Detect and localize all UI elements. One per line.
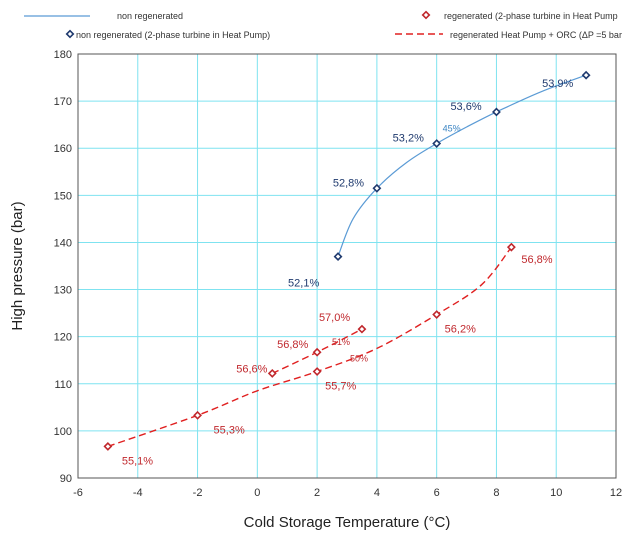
x-tick-label: -6 — [73, 487, 83, 499]
x-tick-labels: -6 -4 -2 0 2 4 6 8 10 12 — [73, 487, 622, 499]
x-tick-label: 0 — [254, 487, 260, 499]
data-label: 57,0% — [319, 312, 350, 324]
annotations: 45% 51%50% — [332, 124, 461, 364]
legend-swatch-marker — [421, 10, 431, 20]
y-tick-label: 100 — [54, 426, 72, 438]
x-tick-label: 2 — [314, 487, 320, 499]
legend: non regenerated regenerated (2-phase turb… — [24, 10, 622, 40]
legend-swatch-marker — [65, 29, 75, 39]
marker-regenerated — [267, 368, 277, 378]
data-label: 56,2% — [445, 324, 476, 336]
data-label: 52,1% — [288, 278, 319, 290]
x-tick-label: 6 — [434, 487, 440, 499]
y-tick-label: 150 — [54, 190, 72, 202]
y-tick-label: 130 — [54, 285, 72, 297]
annotation-label: 50% — [350, 354, 368, 364]
x-tick-label: -2 — [193, 487, 203, 499]
y-tick-labels: 90 100 110 120 130 140 150 160 170 180 — [54, 49, 72, 485]
data-label: 56,8% — [277, 339, 308, 351]
marker-regenerated — [432, 310, 442, 319]
y-tick-label: 110 — [54, 379, 72, 391]
data-label: 55,7% — [325, 381, 356, 393]
data-label: 53,6% — [450, 101, 481, 113]
marker-non-regenerated — [581, 70, 591, 80]
annotation-label: 45% — [443, 124, 461, 134]
annotation-label: 51% — [332, 337, 350, 347]
data-label: 52,8% — [333, 177, 364, 189]
marker-non-regenerated — [492, 107, 501, 117]
data-label: 56,8% — [521, 254, 552, 266]
x-tick-label: -4 — [133, 487, 143, 499]
data-label: 55,1% — [122, 455, 153, 467]
y-tick-label: 170 — [54, 96, 72, 108]
data-label: 56,6% — [236, 363, 267, 375]
data-labels: 52,1% 52,8% 53,2% 53,6% 53,9% 55,1% 55,3% 56,6%… — [122, 78, 574, 467]
plot-frame — [77, 53, 617, 479]
x-axis-title: Cold Storage Temperature (°C) — [244, 514, 451, 531]
marker-regenerated — [103, 442, 113, 451]
y-tick-label: 120 — [54, 332, 72, 344]
marker-non-regenerated — [432, 139, 442, 148]
marker-regenerated — [193, 410, 202, 420]
legend-label: regenerated Heat Pump + ORC (ΔP =5 bar — [450, 30, 622, 40]
y-tick-label: 160 — [54, 143, 72, 155]
marker-non-regenerated — [333, 252, 343, 262]
marker-regenerated — [312, 347, 322, 357]
legend-label: non regenerated (2-phase turbine in Heat… — [76, 30, 270, 40]
data-label: 55,3% — [214, 424, 245, 436]
marker-regenerated — [357, 324, 367, 334]
y-axis-title: High pressure (bar) — [9, 201, 26, 330]
data-label: 53,2% — [393, 133, 424, 145]
y-tick-label: 90 — [60, 473, 72, 485]
legend-label: non regenerated — [117, 11, 183, 21]
data-label: 53,9% — [542, 78, 573, 90]
marker-regenerated — [312, 367, 322, 376]
marker-non-regenerated — [372, 183, 382, 193]
legend-label: regenerated (2-phase turbine in Heat Pum… — [444, 11, 618, 21]
marker-regenerated — [506, 242, 516, 252]
x-tick-label: 4 — [374, 487, 380, 499]
x-tick-label: 10 — [550, 487, 562, 499]
y-tick-label: 140 — [54, 237, 72, 249]
series-markers — [103, 70, 591, 451]
x-tick-label: 12 — [610, 487, 622, 499]
x-tick-label: 8 — [493, 487, 499, 499]
y-tick-label: 180 — [54, 49, 72, 61]
